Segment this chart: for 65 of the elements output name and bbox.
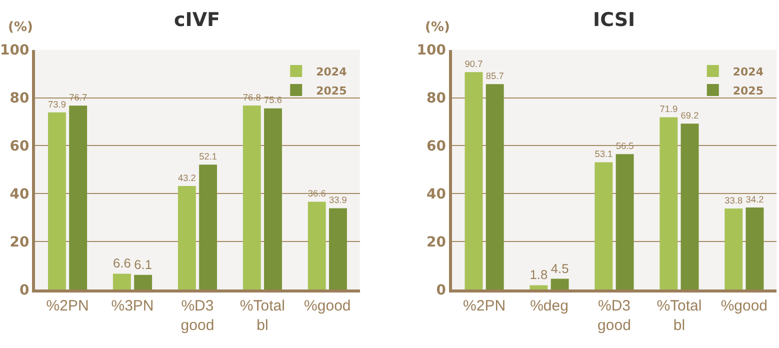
y-tick-label: 20 (426, 234, 446, 250)
data-label: 33.9 (329, 195, 347, 206)
x-tick-label: %good (720, 298, 768, 315)
data-label: 4.5 (550, 260, 569, 276)
bar (48, 112, 66, 290)
y-tick-label: 60 (10, 138, 30, 155)
x-tick-label: %2PN (46, 298, 89, 315)
bar (134, 274, 152, 290)
bar (616, 154, 634, 290)
x-tick-label: %D3 good (598, 298, 631, 334)
data-label: 43.2 (178, 172, 196, 183)
legend-label: 2024 (732, 65, 764, 78)
data-label: 6.1 (134, 256, 152, 272)
data-label: 69.2 (680, 110, 699, 121)
y-tick-label: 0 (436, 282, 446, 298)
y-tick-label: 100 (416, 42, 446, 59)
y-tick-label: 60 (426, 138, 446, 155)
bar (199, 164, 218, 290)
x-tick-label: %deg (530, 298, 568, 315)
data-label: 34.2 (746, 194, 764, 204)
bar (746, 208, 764, 290)
data-label: 33.8 (724, 195, 743, 206)
bar (69, 106, 88, 290)
chart-title: ICSI (593, 9, 636, 31)
y-tick-label: 20 (10, 234, 30, 250)
y-tick-label: 40 (426, 186, 446, 203)
data-label: 73.9 (48, 99, 66, 110)
bar (112, 274, 131, 290)
legend-label: 2025 (316, 84, 347, 98)
bar (486, 84, 504, 290)
y-tick-label: 40 (10, 186, 30, 203)
data-label: 53.1 (594, 149, 613, 160)
data-label: 90.7 (464, 58, 483, 69)
y-tick-label: 100 (0, 42, 30, 59)
y-tick-label: 80 (426, 90, 446, 107)
data-label: 71.9 (660, 104, 678, 114)
bar (264, 108, 282, 290)
bar (328, 208, 347, 290)
bar (660, 117, 678, 290)
bar (724, 208, 743, 290)
legend-label: 2025 (732, 84, 764, 98)
y-axis-title: (%) (425, 20, 450, 35)
x-tick-label: %2PN (463, 298, 506, 315)
data-label: 6.6 (112, 256, 131, 271)
bar (680, 124, 699, 290)
chart-title: cIVF (174, 9, 220, 31)
y-tick-label: 80 (10, 90, 30, 107)
y-tick-label: 0 (20, 282, 30, 298)
bar (594, 162, 613, 290)
x-tick-label: %3PN (111, 298, 154, 315)
bar (242, 105, 261, 290)
bar (530, 285, 548, 290)
bar (308, 202, 326, 290)
legend-label: 2024 (316, 65, 348, 78)
data-label: 1.8 (530, 267, 548, 282)
bar (550, 278, 569, 290)
x-tick-label: %good (304, 298, 351, 315)
data-label: 52.1 (199, 152, 217, 162)
bar (464, 72, 483, 290)
x-tick-label: %Total bl (240, 298, 285, 334)
bar (178, 186, 196, 290)
x-tick-label: %Total bl (656, 298, 702, 334)
data-label: 85.7 (486, 70, 504, 81)
x-tick-label: %D3 good (180, 298, 214, 334)
y-axis-title: (%) (8, 20, 33, 35)
